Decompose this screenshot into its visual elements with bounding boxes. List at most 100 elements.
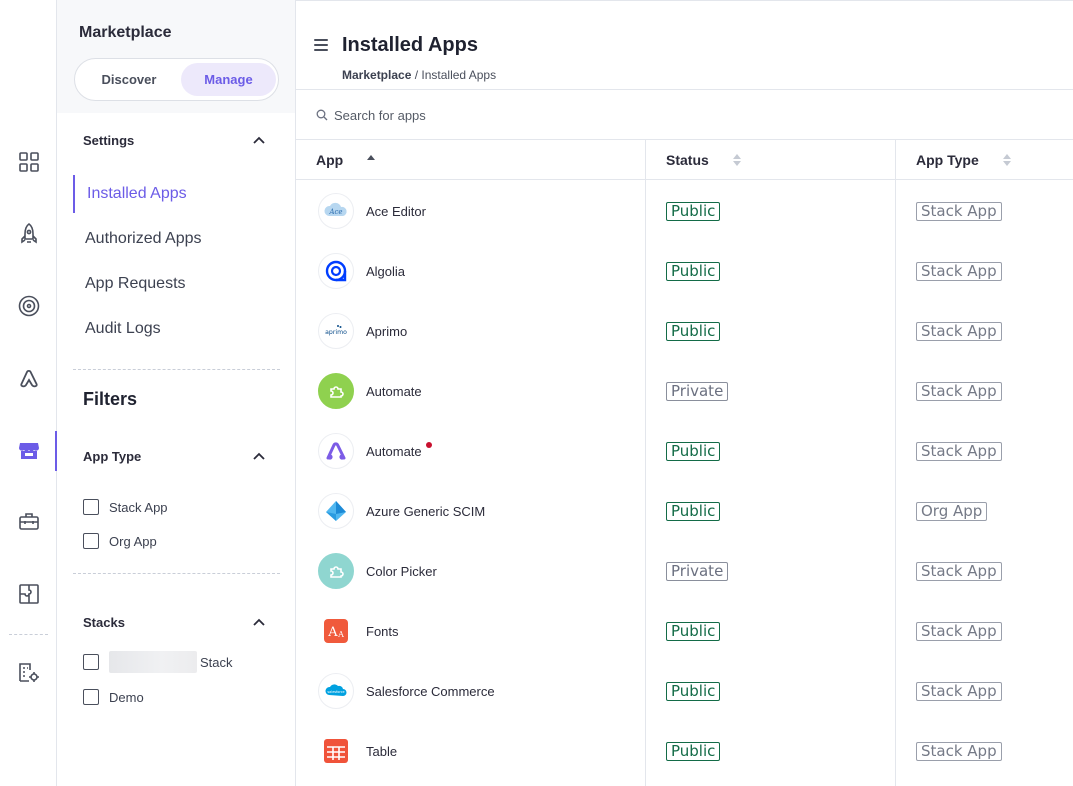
chevron-up-icon[interactable]	[251, 615, 267, 631]
algolia-logo	[318, 253, 354, 289]
icon-rail	[0, 0, 57, 786]
org-settings-icon[interactable]	[15, 658, 43, 686]
app-type-badge: Stack App	[916, 322, 1002, 341]
menu-icon[interactable]	[314, 39, 328, 51]
column-label: Status	[666, 152, 709, 168]
puzzle-logo	[318, 553, 354, 589]
sort-asc-icon[interactable]	[367, 154, 376, 160]
breadcrumb: Marketplace / Installed Apps	[342, 68, 496, 82]
filter-stack-1[interactable]: Stack	[83, 651, 233, 673]
status-badge: Public	[666, 502, 721, 521]
azure-logo	[318, 493, 354, 529]
sidebar-header: Marketplace Discover Manage	[57, 0, 295, 113]
app-name[interactable]: Automate	[366, 384, 422, 399]
table-row[interactable]: aprimo Aprimo Public Stack App	[296, 301, 1073, 361]
marketplace-store-icon[interactable]	[15, 437, 43, 465]
chevron-up-icon[interactable]	[251, 133, 267, 149]
table-row[interactable]: Automate Private Stack App	[296, 361, 1073, 421]
filter-stack-demo[interactable]: Demo	[83, 688, 144, 706]
table-row[interactable]: Azure Generic SCIM Public Org App	[296, 481, 1073, 541]
target-icon[interactable]	[15, 292, 43, 320]
app-type-badge: Org App	[916, 502, 988, 521]
sidebar-title: Marketplace	[79, 24, 172, 41]
app-name[interactable]: Color Picker	[366, 564, 437, 579]
column-header-app[interactable]: App	[316, 140, 376, 180]
stacks-heading[interactable]: Stacks	[83, 615, 125, 630]
puzzle-logo	[318, 373, 354, 409]
status-badge: Public	[666, 442, 721, 461]
sidebar-body: Settings Installed Apps Authorized Apps …	[57, 113, 295, 786]
marketplace-sidebar: Marketplace Discover Manage Settings Ins…	[57, 0, 296, 786]
sidebar-divider	[73, 369, 280, 370]
status-badge: Private	[666, 382, 729, 401]
status-badge: Public	[666, 202, 721, 221]
settings-heading[interactable]: Settings	[83, 133, 135, 148]
main-content: Installed Apps Marketplace / Installed A…	[296, 0, 1073, 786]
filter-org-app[interactable]: Org App	[83, 532, 157, 550]
sidebar-divider	[73, 573, 280, 574]
rail-divider	[9, 634, 48, 635]
tab-discover[interactable]: Discover	[101, 72, 157, 87]
app-name-text: Automate	[366, 444, 422, 459]
automate-logo	[318, 433, 354, 469]
table-row[interactable]: Color Picker Private Stack App	[296, 541, 1073, 601]
app-name[interactable]: Salesforce Commerce	[366, 684, 495, 699]
filter-label: Stack App	[109, 499, 168, 515]
table-row[interactable]: Algolia Public Stack App	[296, 241, 1073, 301]
sidebar-item-app-requests[interactable]: App Requests	[85, 275, 186, 292]
app-name[interactable]: Automate	[366, 442, 432, 459]
column-label: App	[316, 152, 344, 168]
ace-logo-text: Ace	[328, 208, 342, 216]
checkbox[interactable]	[83, 654, 99, 670]
table-row[interactable]: Table Public Stack App	[296, 721, 1073, 781]
column-header-status[interactable]: Status	[666, 140, 741, 180]
breadcrumb-root[interactable]: Marketplace	[342, 68, 412, 82]
status-badge: Private	[666, 562, 729, 581]
checkbox[interactable]	[83, 689, 99, 705]
checkbox[interactable]	[83, 533, 99, 549]
status-badge: Public	[666, 742, 721, 761]
redacted-text	[109, 651, 197, 673]
sidebar-item-installed-apps[interactable]: Installed Apps	[73, 175, 273, 213]
app-name[interactable]: Fonts	[366, 624, 399, 639]
app-name[interactable]: Table	[366, 744, 398, 759]
search-input[interactable]	[334, 107, 734, 123]
tab-manage[interactable]: Manage	[181, 63, 276, 96]
table-row[interactable]: salesforce Salesforce Commerce Public St…	[296, 661, 1073, 721]
sidebar-item-authorized-apps[interactable]: Authorized Apps	[85, 230, 202, 247]
table-row[interactable]: Ace Ace Editor Public Stack App	[296, 181, 1073, 241]
app-type-badge: Stack App	[916, 742, 1002, 761]
app-type-heading[interactable]: App Type	[83, 449, 142, 464]
notification-dot	[425, 442, 432, 448]
chevron-up-icon[interactable]	[251, 449, 267, 465]
page-header: Installed Apps Marketplace / Installed A…	[296, 0, 1073, 90]
sort-icon[interactable]	[1002, 154, 1011, 166]
app-type-badge: Stack App	[916, 622, 1002, 641]
table-row[interactable]: Automate Public Stack App	[296, 421, 1073, 481]
automate-icon[interactable]	[15, 364, 43, 392]
app-name[interactable]: Aprimo	[366, 324, 408, 339]
table-app-logo	[318, 733, 354, 769]
status-badge: Public	[666, 682, 721, 701]
filter-stack-app[interactable]: Stack App	[83, 498, 168, 516]
rocket-icon[interactable]	[15, 220, 43, 248]
app-name[interactable]: Ace Editor	[366, 204, 426, 219]
puzzle-icon[interactable]	[15, 580, 43, 608]
app-name[interactable]: Azure Generic SCIM	[366, 504, 486, 519]
search-bar	[296, 91, 1073, 140]
column-divider	[645, 140, 646, 786]
toolbox-icon[interactable]	[15, 508, 43, 536]
dashboard-grid-icon[interactable]	[15, 148, 43, 176]
salesforce-logo-text: salesforce	[327, 690, 344, 694]
sidebar-item-audit-logs[interactable]: Audit Logs	[85, 320, 161, 337]
checkbox[interactable]	[83, 499, 99, 515]
column-header-app-type[interactable]: App Type	[916, 140, 1011, 180]
filters-title: Filters	[83, 389, 138, 409]
app-name[interactable]: Algolia	[366, 264, 406, 279]
sort-icon[interactable]	[732, 154, 741, 166]
fonts-logo-text-small: A	[337, 630, 344, 639]
search-icon	[316, 109, 328, 121]
